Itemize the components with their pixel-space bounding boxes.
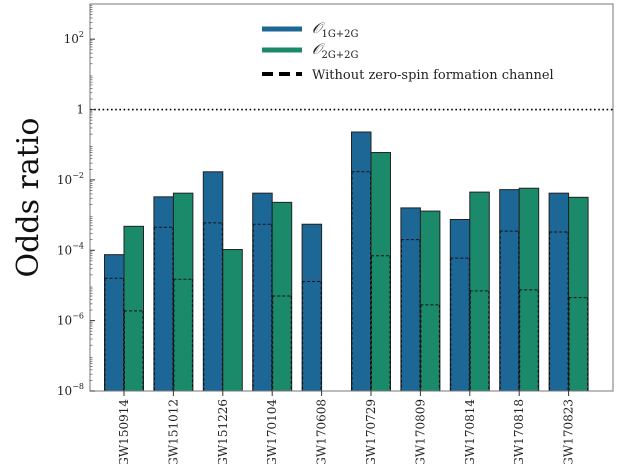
bar-2-GW170104	[271, 201, 293, 392]
x-axis: GW150914 GW151012 GW151226 GW170104 GW170608…	[117, 391, 576, 464]
x-tick-label: GW170809	[413, 399, 427, 464]
y-tick-label: 10−6	[57, 312, 84, 328]
bar-2-GW151226	[222, 249, 243, 392]
x-tick-label: GW151012	[166, 399, 180, 464]
legend: 𝒪1G+2G 𝒪2G+2G Without zero-spin formatio…	[262, 19, 554, 83]
x-tick-label: GW170104	[265, 399, 279, 464]
y-axis-label: Odds ratio	[11, 118, 46, 278]
bar-2-GW151012	[172, 192, 194, 392]
y-tick-label: 10−8	[57, 382, 84, 398]
legend-label-dashed: Without zero-spin formation channel	[312, 68, 554, 83]
x-tick-label: GW170818	[512, 399, 526, 464]
bar-1-GW170608	[301, 223, 323, 392]
x-tick-label: GW170729	[364, 399, 378, 464]
bar-2-GW170814	[469, 191, 490, 392]
plot-frame	[89, 3, 614, 392]
zero-spin-dashes-layer	[104, 171, 589, 391]
y-tick-label: 1	[76, 103, 84, 117]
x-tick-label: GW151226	[216, 399, 230, 464]
legend-label-series-1: 𝒪1G+2G	[312, 19, 359, 40]
bar-1-GW170104	[252, 192, 273, 392]
legend-label-series-2: 𝒪2G+2G	[312, 40, 359, 61]
bar-1-GW170809	[400, 207, 421, 392]
bar-2-GW150914	[123, 225, 144, 392]
bar-1-GW170814	[449, 218, 471, 392]
bar-1-GW170729	[351, 131, 372, 392]
x-tick-label: GW170814	[463, 399, 477, 464]
x-tick-label: GW150914	[117, 399, 131, 464]
y-axis: 10−8 10−6 10−4 10−2 1 102	[57, 5, 95, 398]
legend-label-sub: 1G+2G	[321, 29, 358, 40]
bar-1-GW170818	[499, 189, 520, 392]
bar-1-GW151012	[153, 196, 174, 392]
bar-1-GW151226	[202, 171, 224, 392]
bars-layer	[104, 131, 589, 392]
bar-2-GW170823	[568, 196, 589, 392]
y-tick-label: 10−2	[57, 171, 84, 187]
y-tick-label: 102	[64, 30, 84, 46]
bar-2-GW170729	[370, 152, 391, 392]
bar-1-GW150914	[104, 254, 125, 392]
legend-label-sub: 2G+2G	[321, 50, 358, 61]
bar-1-GW170823	[548, 192, 570, 392]
y-tick-label: 10−4	[57, 241, 84, 257]
x-tick-label: GW170608	[315, 399, 329, 464]
bar-2-GW170809	[419, 210, 441, 392]
x-tick-label: GW170823	[562, 399, 576, 464]
